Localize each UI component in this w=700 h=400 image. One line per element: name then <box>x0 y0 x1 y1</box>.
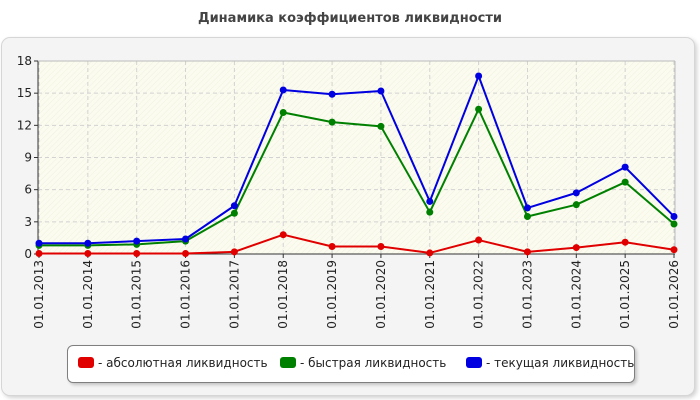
data-point-1 <box>328 118 336 126</box>
data-point-0 <box>621 238 629 246</box>
data-point-1 <box>377 122 385 130</box>
legend-swatch-green <box>280 357 296 368</box>
data-point-1 <box>279 108 287 116</box>
data-point-0 <box>84 249 92 257</box>
data-point-2 <box>475 72 483 80</box>
data-point-2 <box>523 204 531 212</box>
x-tick-label: 01.01.2013 <box>32 260 46 329</box>
data-point-2 <box>426 197 434 205</box>
x-tick-label: 01.01.2015 <box>130 260 144 329</box>
data-point-2 <box>572 189 580 197</box>
x-tick-label: 01.01.2023 <box>520 260 534 329</box>
data-point-0 <box>35 249 43 257</box>
data-point-0 <box>328 242 336 250</box>
data-point-1 <box>572 201 580 209</box>
data-point-2 <box>328 90 336 98</box>
y-tick-label: 6 <box>24 183 32 197</box>
series-line-2 <box>39 75 675 245</box>
data-point-2 <box>84 239 92 247</box>
legend: - абсолютная ликвидность - быстрая ликви… <box>67 345 635 383</box>
data-point-1 <box>426 208 434 216</box>
x-tick-label: 01.01.2014 <box>81 260 95 329</box>
data-point-2 <box>279 86 287 94</box>
y-tick-label: 12 <box>17 118 32 132</box>
x-tick-label: 01.01.2025 <box>618 260 632 329</box>
data-point-0 <box>230 248 238 256</box>
data-point-2 <box>182 235 190 243</box>
data-point-0 <box>182 249 190 257</box>
data-point-2 <box>670 212 678 220</box>
data-point-2 <box>377 87 385 95</box>
y-tick-label: 18 <box>17 54 32 68</box>
data-point-0 <box>133 249 141 257</box>
data-point-0 <box>670 246 678 254</box>
series-lines <box>35 72 678 257</box>
y-tick-label: 0 <box>24 247 32 261</box>
x-tick-label: 01.01.2026 <box>667 260 681 329</box>
x-tick-label: 01.01.2016 <box>179 260 193 329</box>
data-point-0 <box>475 236 483 244</box>
y-tick-label: 9 <box>24 151 32 165</box>
y-tick-label: 3 <box>24 215 32 229</box>
data-point-2 <box>621 163 629 171</box>
x-tick-label: 01.01.2019 <box>325 260 339 329</box>
x-tick-label: 01.01.2022 <box>472 260 486 329</box>
x-tick-label: 01.01.2018 <box>276 260 290 329</box>
data-point-0 <box>523 248 531 256</box>
x-tick-label: 01.01.2024 <box>569 260 583 329</box>
legend-label: - абсолютная ликвидность <box>98 356 268 370</box>
chart-title: Динамика коэффициентов ликвидности <box>198 11 502 26</box>
data-point-1 <box>621 178 629 186</box>
tick-labels: 0 3 6 9 12 15 18 01.01.2013 01.01.2014 01.01.2015… <box>17 54 681 329</box>
legend-swatch-red <box>78 357 94 368</box>
data-point-2 <box>35 239 43 247</box>
data-point-1 <box>523 212 531 220</box>
data-point-0 <box>279 231 287 239</box>
data-point-2 <box>230 202 238 210</box>
x-tick-label: 01.01.2020 <box>374 260 388 329</box>
series-line-0 <box>39 233 675 255</box>
data-point-1 <box>670 220 678 228</box>
data-point-0 <box>377 242 385 250</box>
legend-label: - текущая ликвидность <box>486 356 635 370</box>
legend-swatch-blue <box>466 357 482 368</box>
series-line-1 <box>39 108 675 247</box>
data-point-1 <box>475 105 483 113</box>
data-point-0 <box>426 249 434 257</box>
data-point-0 <box>572 244 580 252</box>
data-point-1 <box>230 209 238 217</box>
x-tick-label: 01.01.2021 <box>423 260 437 329</box>
legend-label: - быстрая ликвидность <box>300 356 447 370</box>
data-point-2 <box>133 237 141 245</box>
x-tick-label: 01.01.2017 <box>227 260 241 329</box>
y-tick-label: 15 <box>17 86 32 100</box>
